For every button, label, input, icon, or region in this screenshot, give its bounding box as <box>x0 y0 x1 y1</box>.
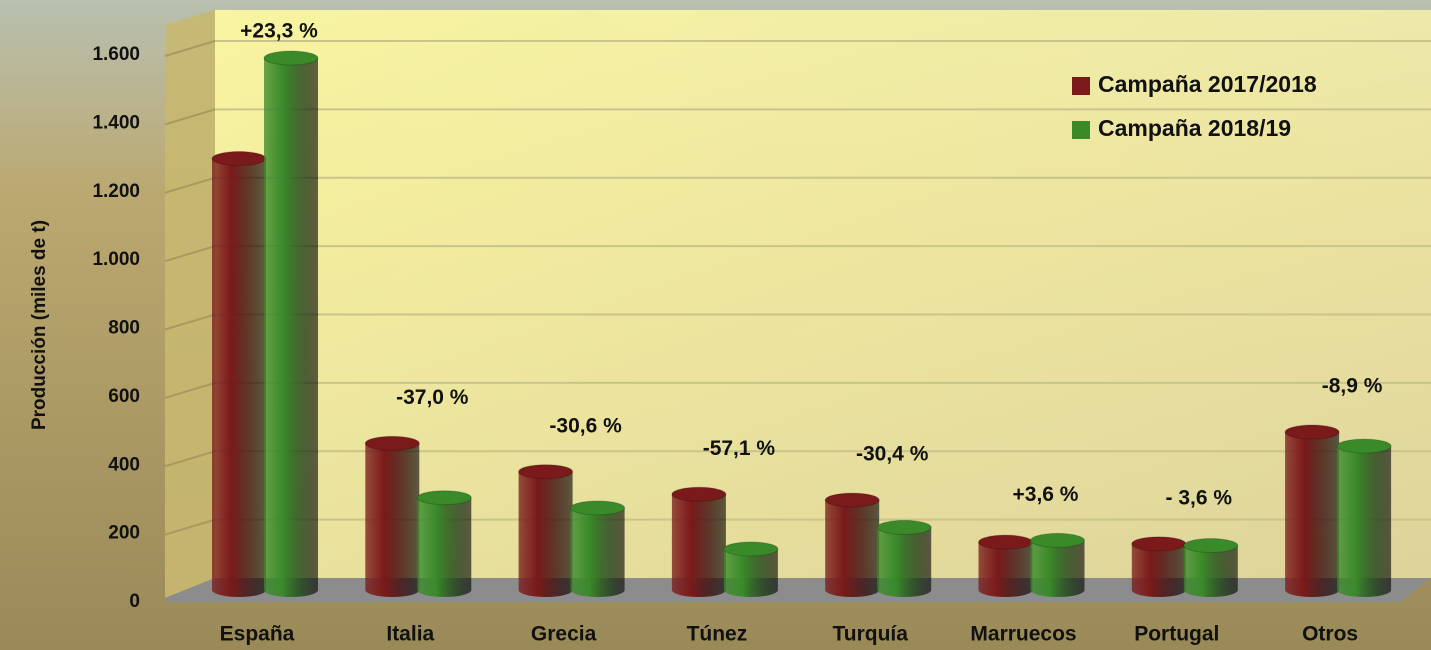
bar <box>979 535 1033 597</box>
chart: Producción (miles de t) 0 200 400 600 800 1.0… <box>0 0 1431 650</box>
bar <box>571 501 625 597</box>
bar-top <box>825 493 879 507</box>
bar-body <box>877 527 931 597</box>
bar-body <box>1285 432 1339 597</box>
annotation: -37,0 % <box>396 386 469 409</box>
y-tick-label: 0 <box>129 591 140 612</box>
bar-top <box>417 491 471 505</box>
x-tick-label: Italia <box>386 623 434 646</box>
bar-body <box>825 500 879 597</box>
bar <box>1031 533 1085 597</box>
y-tick-label: 1.200 <box>92 181 140 202</box>
bar <box>1285 425 1339 597</box>
bar-top <box>1184 539 1238 553</box>
annotation: -57,1 % <box>703 437 776 460</box>
bar-body <box>365 443 419 597</box>
y-tick-label: 200 <box>108 523 140 544</box>
bar-top <box>519 465 573 479</box>
bar-top <box>1285 425 1339 439</box>
bar <box>877 520 931 597</box>
annotation: -30,6 % <box>549 414 622 437</box>
bar-body <box>979 542 1033 597</box>
bar-top <box>1337 439 1391 453</box>
x-tick-label: Turquía <box>832 623 908 646</box>
bar <box>672 487 726 597</box>
x-tick-label: Marruecos <box>970 623 1076 646</box>
y-axis-title: Producción (miles de t) <box>29 220 50 430</box>
bar <box>519 465 573 597</box>
bar <box>724 542 778 597</box>
bar-top <box>724 542 778 556</box>
y-tick-label: 1.600 <box>92 44 140 65</box>
bar-body <box>1337 446 1391 597</box>
bar-body <box>571 508 625 597</box>
bar-body <box>1184 546 1238 597</box>
bar <box>264 51 318 597</box>
x-tick-label: Túnez <box>687 623 748 646</box>
bar-body <box>264 58 318 597</box>
y-tick-label: 400 <box>108 454 140 475</box>
bar-top <box>212 152 266 166</box>
floor <box>165 578 1431 602</box>
bar-body <box>672 494 726 597</box>
legend-swatch <box>1072 77 1090 95</box>
bar-top <box>979 535 1033 549</box>
annotation: -30,4 % <box>856 443 929 466</box>
bar-body <box>1132 544 1186 597</box>
bar-top <box>877 520 931 534</box>
bar <box>365 436 419 597</box>
bar <box>1132 537 1186 597</box>
legend-swatch <box>1072 121 1090 139</box>
bar-top <box>264 51 318 65</box>
y-tick-label: 1.400 <box>92 112 140 133</box>
annotation: - 3,6 % <box>1166 486 1233 509</box>
bar <box>1184 539 1238 597</box>
bar <box>825 493 879 597</box>
bar-top <box>365 436 419 450</box>
bar-body <box>212 159 266 597</box>
bar-body <box>519 472 573 597</box>
bar-body <box>1031 540 1085 597</box>
bar <box>1337 439 1391 597</box>
x-tick-label: Grecia <box>531 623 597 646</box>
bar-body <box>417 498 471 597</box>
x-tick-label: Otros <box>1302 623 1358 646</box>
bar-top <box>1031 533 1085 547</box>
bar-top <box>1132 537 1186 551</box>
bar <box>417 491 471 597</box>
x-tick-label: España <box>220 623 295 646</box>
bar-top <box>672 487 726 501</box>
annotation: -8,9 % <box>1322 375 1383 398</box>
y-tick-label: 800 <box>108 318 140 339</box>
bar <box>212 152 266 597</box>
bar-top <box>571 501 625 515</box>
x-tick-label: Portugal <box>1134 623 1219 646</box>
side-wall <box>165 10 215 598</box>
legend-label: Campaña 2018/19 <box>1098 115 1291 141</box>
y-tick-label: 600 <box>108 386 140 407</box>
y-tick-label: 1.000 <box>92 249 140 270</box>
annotation: +3,6 % <box>1013 483 1079 506</box>
legend-label: Campaña 2017/2018 <box>1098 71 1317 97</box>
annotation: +23,3 % <box>240 20 318 43</box>
